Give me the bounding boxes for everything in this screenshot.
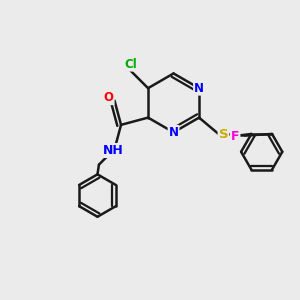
Text: NH: NH bbox=[103, 144, 124, 157]
Text: S: S bbox=[219, 128, 228, 141]
Text: F: F bbox=[231, 130, 239, 143]
Text: O: O bbox=[104, 91, 114, 104]
Text: N: N bbox=[169, 126, 178, 139]
Text: N: N bbox=[194, 82, 204, 95]
Text: Cl: Cl bbox=[124, 58, 137, 70]
